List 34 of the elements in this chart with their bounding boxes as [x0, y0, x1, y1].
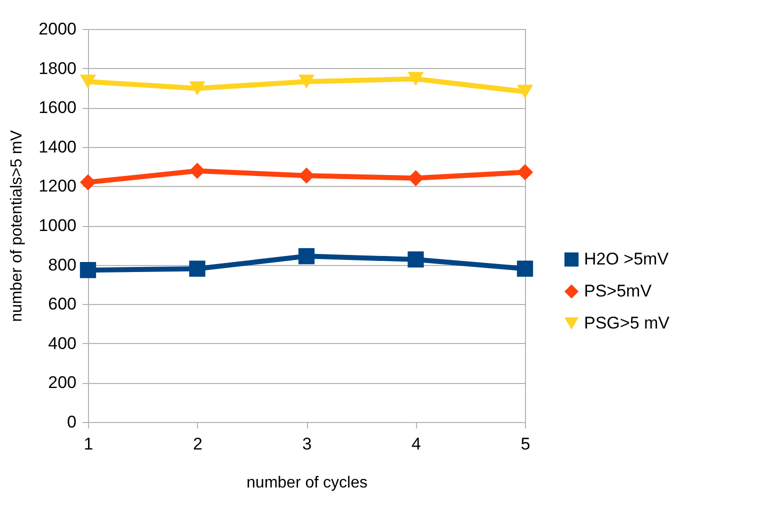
point: [80, 174, 96, 190]
point: [189, 260, 206, 277]
x-tick-label: 2: [193, 434, 202, 454]
point: [298, 74, 315, 89]
point: [298, 248, 315, 264]
point: [408, 72, 424, 86]
point: [80, 262, 96, 278]
y-tick-label: 2000: [38, 20, 76, 38]
x-tick-label: 4: [412, 434, 421, 454]
legend-label: H2O >5mV: [584, 250, 670, 268]
y-tick-label: 1200: [38, 176, 76, 196]
point: [189, 162, 206, 179]
x-tick-label: 5: [520, 434, 530, 454]
point: [189, 81, 206, 96]
point: [408, 251, 424, 268]
y-tick-label: 800: [48, 255, 76, 274]
x-tick-label: 3: [302, 434, 312, 454]
y-tick-label: 1000: [38, 216, 76, 235]
y-tick-label: 400: [48, 334, 76, 353]
x-tick-label: 1: [84, 434, 94, 454]
legend-label: PSG>5 mV: [584, 314, 670, 332]
y-tick-label: 200: [48, 373, 76, 392]
point: [516, 84, 534, 99]
point: [516, 260, 534, 277]
y-axis-title: number of potentials>5 mV: [8, 130, 26, 322]
y-tick-label: 0: [67, 412, 76, 432]
x-axis-title: number of cycles: [246, 474, 368, 492]
point: [80, 74, 96, 89]
y-tick-label: 600: [48, 294, 76, 314]
point: [516, 164, 534, 180]
y-tick-label: 1400: [38, 137, 76, 156]
legend-label: PS>5mV: [584, 282, 652, 300]
y-tick-label: 1800: [38, 58, 76, 78]
y-tick-label: 1600: [38, 98, 76, 118]
